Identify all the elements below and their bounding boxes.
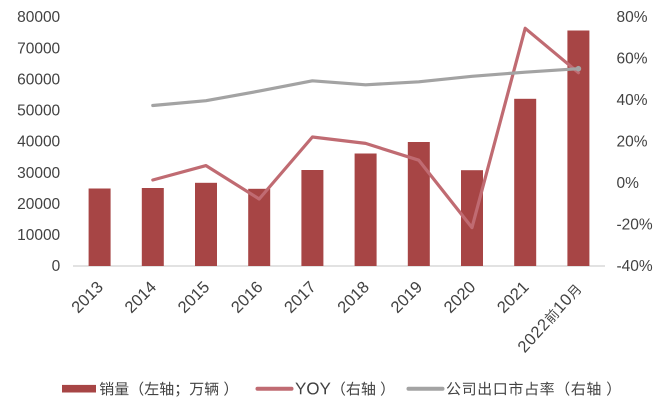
svg-text:0%: 0% [617, 175, 640, 192]
svg-text:80000: 80000 [17, 9, 60, 26]
svg-text:60000: 60000 [17, 72, 60, 89]
svg-text:70000: 70000 [17, 40, 60, 57]
svg-text:-20%: -20% [617, 217, 653, 234]
svg-text:40%: 40% [617, 92, 648, 109]
svg-text:40000: 40000 [17, 134, 60, 151]
svg-text:-40%: -40% [617, 258, 653, 275]
svg-text:20%: 20% [617, 134, 648, 151]
svg-text:10000: 10000 [17, 227, 60, 244]
svg-text:20000: 20000 [17, 196, 60, 213]
svg-text:30000: 30000 [17, 165, 60, 182]
svg-text:60%: 60% [617, 51, 648, 68]
svg-text:80%: 80% [617, 9, 648, 26]
svg-text:50000: 50000 [17, 103, 60, 120]
svg-text:0: 0 [52, 258, 61, 275]
